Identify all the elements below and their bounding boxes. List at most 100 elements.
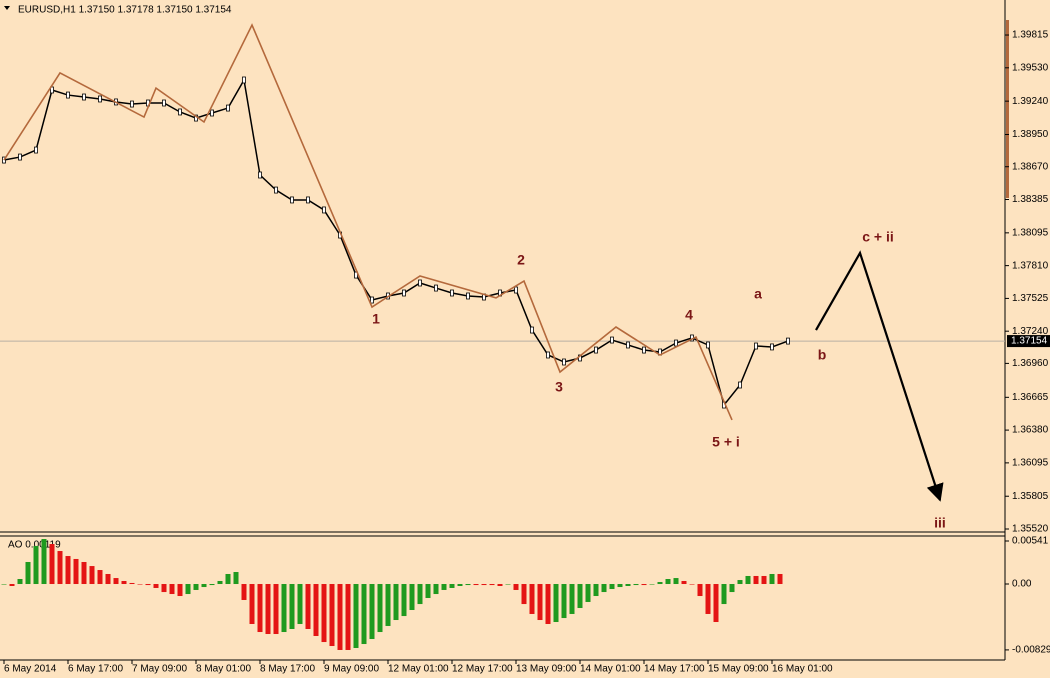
price-marker — [18, 153, 22, 161]
ao-bar — [721, 584, 727, 605]
price-marker — [178, 108, 182, 116]
ao-bar — [657, 582, 663, 585]
ao-bar — [777, 573, 783, 585]
x-tick-label: 8 May 17:00 — [260, 664, 315, 675]
price-marker — [322, 206, 326, 214]
ao-bar — [353, 584, 359, 648]
ao-bar — [41, 539, 47, 585]
ao-bar — [113, 578, 119, 585]
current-price-label: 1.37154 — [1011, 336, 1048, 347]
ao-bar — [441, 584, 447, 590]
x-tick-label: 8 May 01:00 — [196, 664, 251, 675]
price-marker — [354, 271, 358, 279]
menu-arrow[interactable] — [4, 6, 10, 10]
ao-tick-label: 0.00 — [1012, 579, 1032, 590]
y-tick-label: 1.37810 — [1012, 260, 1049, 271]
y-tick-label: 1.35520 — [1012, 524, 1049, 535]
x-tick-label: 6 May 17:00 — [68, 664, 123, 675]
ao-bar — [129, 582, 135, 585]
ao-bar — [377, 584, 383, 633]
ao-bar — [209, 584, 215, 586]
ao-bar — [241, 584, 247, 600]
price-marker — [546, 351, 550, 359]
ao-bar — [521, 584, 527, 605]
ao-bar — [761, 575, 767, 585]
ao-bar — [537, 584, 543, 621]
y-tick-label: 1.38385 — [1012, 194, 1049, 205]
ao-bar — [729, 584, 735, 593]
wave-label: 3 — [555, 379, 563, 395]
y-tick-label: 1.38095 — [1012, 227, 1049, 238]
wave-label: 4 — [685, 307, 693, 323]
ao-bar — [457, 584, 463, 586]
price-marker — [290, 196, 294, 204]
wave-label: b — [818, 347, 827, 363]
ao-bar — [321, 584, 327, 643]
ao-bar — [305, 584, 311, 629]
x-tick-label: 14 May 01:00 — [580, 664, 641, 675]
price-marker — [610, 336, 614, 344]
x-tick-label: 12 May 01:00 — [388, 664, 449, 675]
ao-bar — [449, 584, 455, 588]
y-tick-label: 1.39815 — [1012, 30, 1049, 41]
ao-bar — [593, 584, 599, 597]
y-tick-label: 1.38670 — [1012, 161, 1049, 172]
ao-bar — [737, 580, 743, 585]
chart-title: EURUSD,H1 1.37150 1.37178 1.37150 1.3715… — [18, 5, 232, 16]
y-tick-label: 1.39530 — [1012, 62, 1049, 73]
ao-bar — [185, 584, 191, 595]
wave-label: 2 — [517, 252, 525, 268]
x-tick-label: 12 May 17:00 — [452, 664, 513, 675]
ao-bar — [633, 584, 639, 586]
ao-bar — [49, 544, 55, 585]
price-marker — [594, 346, 598, 354]
x-tick-label: 14 May 17:00 — [644, 664, 705, 675]
ao-bar — [673, 578, 679, 585]
ao-bar — [409, 584, 415, 611]
ao-bar — [529, 584, 535, 614]
price-marker — [706, 341, 710, 349]
ao-bar — [681, 580, 687, 585]
wave-label: c + ii — [862, 229, 894, 245]
ao-bar — [553, 584, 559, 623]
price-marker — [466, 292, 470, 300]
ao-bar — [417, 584, 423, 605]
ao-bar — [9, 584, 15, 586]
ao-bar — [745, 575, 751, 585]
ao-bar — [177, 584, 183, 597]
ao-bar — [497, 584, 503, 586]
ao-bar — [481, 584, 487, 586]
ao-bar — [121, 580, 127, 585]
price-marker — [674, 339, 678, 347]
ao-bar — [769, 573, 775, 585]
y-tick-label: 1.35805 — [1012, 491, 1049, 502]
x-tick-label: 7 May 09:00 — [132, 664, 187, 675]
ao-bar — [33, 546, 39, 585]
ao-bar — [345, 584, 351, 650]
ao-bar — [337, 584, 343, 650]
ao-bar — [73, 558, 79, 585]
ao-bar — [649, 584, 655, 585]
ao-bar — [193, 584, 199, 590]
ao-bar — [561, 584, 567, 619]
ao-bar — [505, 584, 511, 585]
ao-bar — [217, 580, 223, 585]
price-marker — [562, 358, 566, 366]
ao-bar — [225, 573, 231, 585]
ao-tick-label: -0.00829 — [1012, 645, 1050, 656]
price-marker — [370, 296, 374, 304]
ao-bar — [281, 584, 287, 633]
y-tick-label: 1.36380 — [1012, 425, 1049, 436]
ao-bar — [89, 566, 95, 585]
wave-label: 1 — [372, 311, 380, 327]
y-tick-label: 1.39240 — [1012, 96, 1049, 107]
y-tick-label: 1.37525 — [1012, 293, 1049, 304]
ao-tick-label: 0.00541 — [1012, 536, 1049, 547]
price-marker — [66, 91, 70, 99]
ao-bar — [433, 584, 439, 595]
price-line — [3, 77, 789, 407]
price-marker — [402, 289, 406, 297]
ao-bar — [153, 584, 159, 588]
scale-bar — [1006, 20, 1009, 198]
ao-bar — [393, 584, 399, 621]
